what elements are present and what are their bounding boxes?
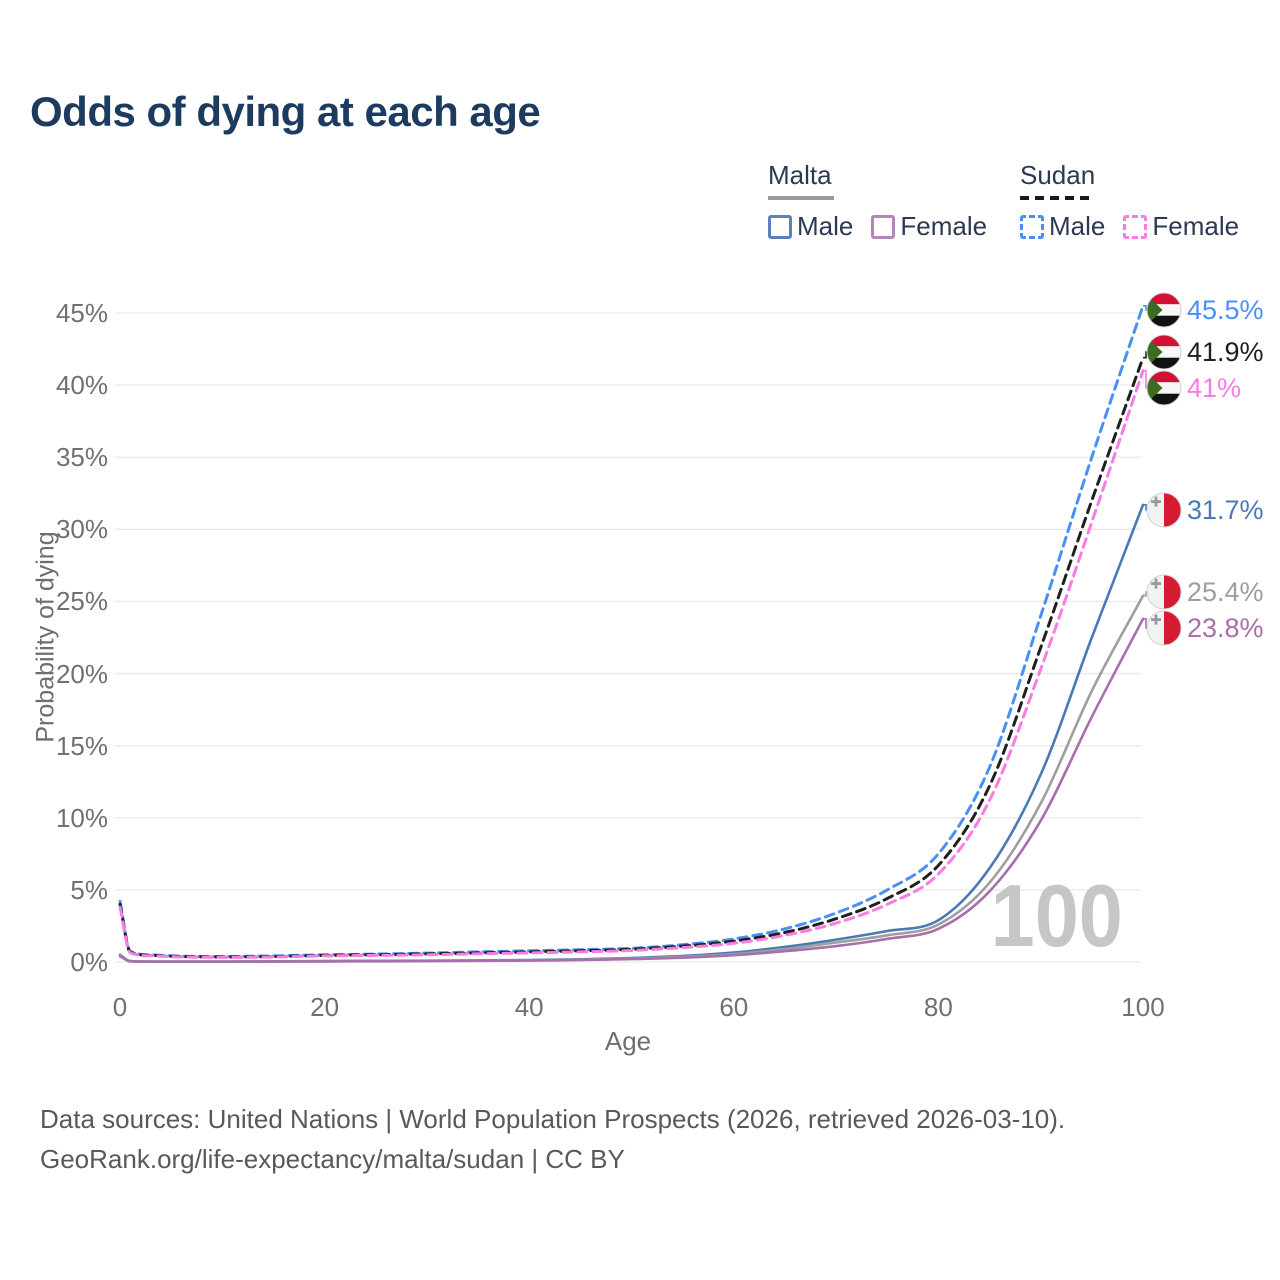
end-label-sudan-female: 41% bbox=[1146, 370, 1241, 406]
series-line-sudan-male[interactable] bbox=[118, 304, 1145, 959]
y-tick-label: 25% bbox=[55, 586, 108, 617]
legend-label-malta-male[interactable]: Male bbox=[797, 211, 854, 241]
y-tick-label: 10% bbox=[55, 802, 108, 833]
end-label-sudan-male: 45.5% bbox=[1146, 292, 1264, 328]
sudan-dashed-line-sample bbox=[1020, 196, 1092, 200]
malta-flag-icon bbox=[1146, 574, 1182, 610]
legend-group-malta: Malta Male Female bbox=[768, 160, 1005, 242]
malta-flag-icon bbox=[1146, 492, 1182, 528]
x-tick-label: 0 bbox=[112, 992, 128, 1022]
y-tick-label: 15% bbox=[55, 730, 108, 761]
x-axis-title: Age bbox=[604, 1026, 652, 1056]
sudan-flag-icon bbox=[1146, 292, 1182, 328]
end-label-value: 25.4% bbox=[1187, 576, 1264, 607]
series-line-malta-all[interactable] bbox=[118, 594, 1145, 963]
page-title: Odds of dying at each age bbox=[30, 88, 541, 135]
x-tick-label: 100 bbox=[1121, 992, 1165, 1022]
legend-label-malta-female[interactable]: Female bbox=[900, 211, 988, 241]
end-label-value: 31.7% bbox=[1187, 494, 1264, 525]
legend-country-malta[interactable]: Malta bbox=[768, 160, 832, 190]
end-label-malta-female: 23.8% bbox=[1146, 610, 1264, 646]
legend-swatch-malta-male[interactable] bbox=[768, 214, 792, 239]
x-tick-label: 80 bbox=[923, 992, 953, 1022]
malta-solid-line-sample bbox=[768, 196, 834, 200]
sudan-flag-icon bbox=[1146, 370, 1182, 406]
attribution-line: GeoRank.org/life-expectancy/malta/sudan … bbox=[40, 1144, 625, 1174]
y-tick-label: 20% bbox=[55, 658, 108, 689]
legend-country-sudan[interactable]: Sudan bbox=[1020, 160, 1096, 190]
series-line-sudan-female[interactable] bbox=[118, 369, 1145, 959]
end-label-malta-all: 25.4% bbox=[1146, 574, 1264, 610]
data-source-line: Data sources: United Nations | World Pop… bbox=[40, 1104, 1066, 1134]
end-label-value: 41.9% bbox=[1187, 336, 1264, 367]
legend-label-sudan-male[interactable]: Male bbox=[1049, 211, 1106, 241]
sudan-flag-icon bbox=[1146, 334, 1182, 370]
end-label-value: 45.5% bbox=[1187, 294, 1264, 325]
legend-swatch-sudan-male[interactable] bbox=[1020, 214, 1044, 239]
x-tick-label: 20 bbox=[310, 992, 340, 1022]
y-tick-label: 45% bbox=[55, 298, 108, 328]
x-tick-label: 40 bbox=[514, 992, 544, 1022]
legend-label-sudan-female[interactable]: Female bbox=[1152, 211, 1240, 241]
y-tick-label: 5% bbox=[70, 874, 108, 905]
end-label-value: 23.8% bbox=[1187, 612, 1264, 643]
x-tick-label: 60 bbox=[719, 992, 749, 1022]
end-label-malta-male: 31.7% bbox=[1146, 492, 1264, 528]
y-tick-label: 30% bbox=[55, 514, 108, 545]
legend-swatch-sudan-female[interactable] bbox=[1123, 214, 1148, 239]
legend-swatch-malta-female[interactable] bbox=[871, 214, 896, 239]
y-tick-label: 40% bbox=[55, 370, 108, 401]
y-axis-title: Probability of dying bbox=[31, 531, 60, 743]
y-tick-label: 35% bbox=[55, 442, 108, 473]
end-label-value: 41% bbox=[1187, 372, 1242, 403]
series-line-malta-female[interactable] bbox=[118, 617, 1145, 963]
malta-flag-icon bbox=[1146, 610, 1182, 646]
age-watermark: 100 bbox=[990, 866, 1123, 965]
end-label-sudan-all: 41.9% bbox=[1146, 334, 1264, 370]
y-tick-label: 0% bbox=[70, 947, 108, 977]
legend-group-sudan: Sudan Male Female bbox=[1020, 160, 1257, 242]
